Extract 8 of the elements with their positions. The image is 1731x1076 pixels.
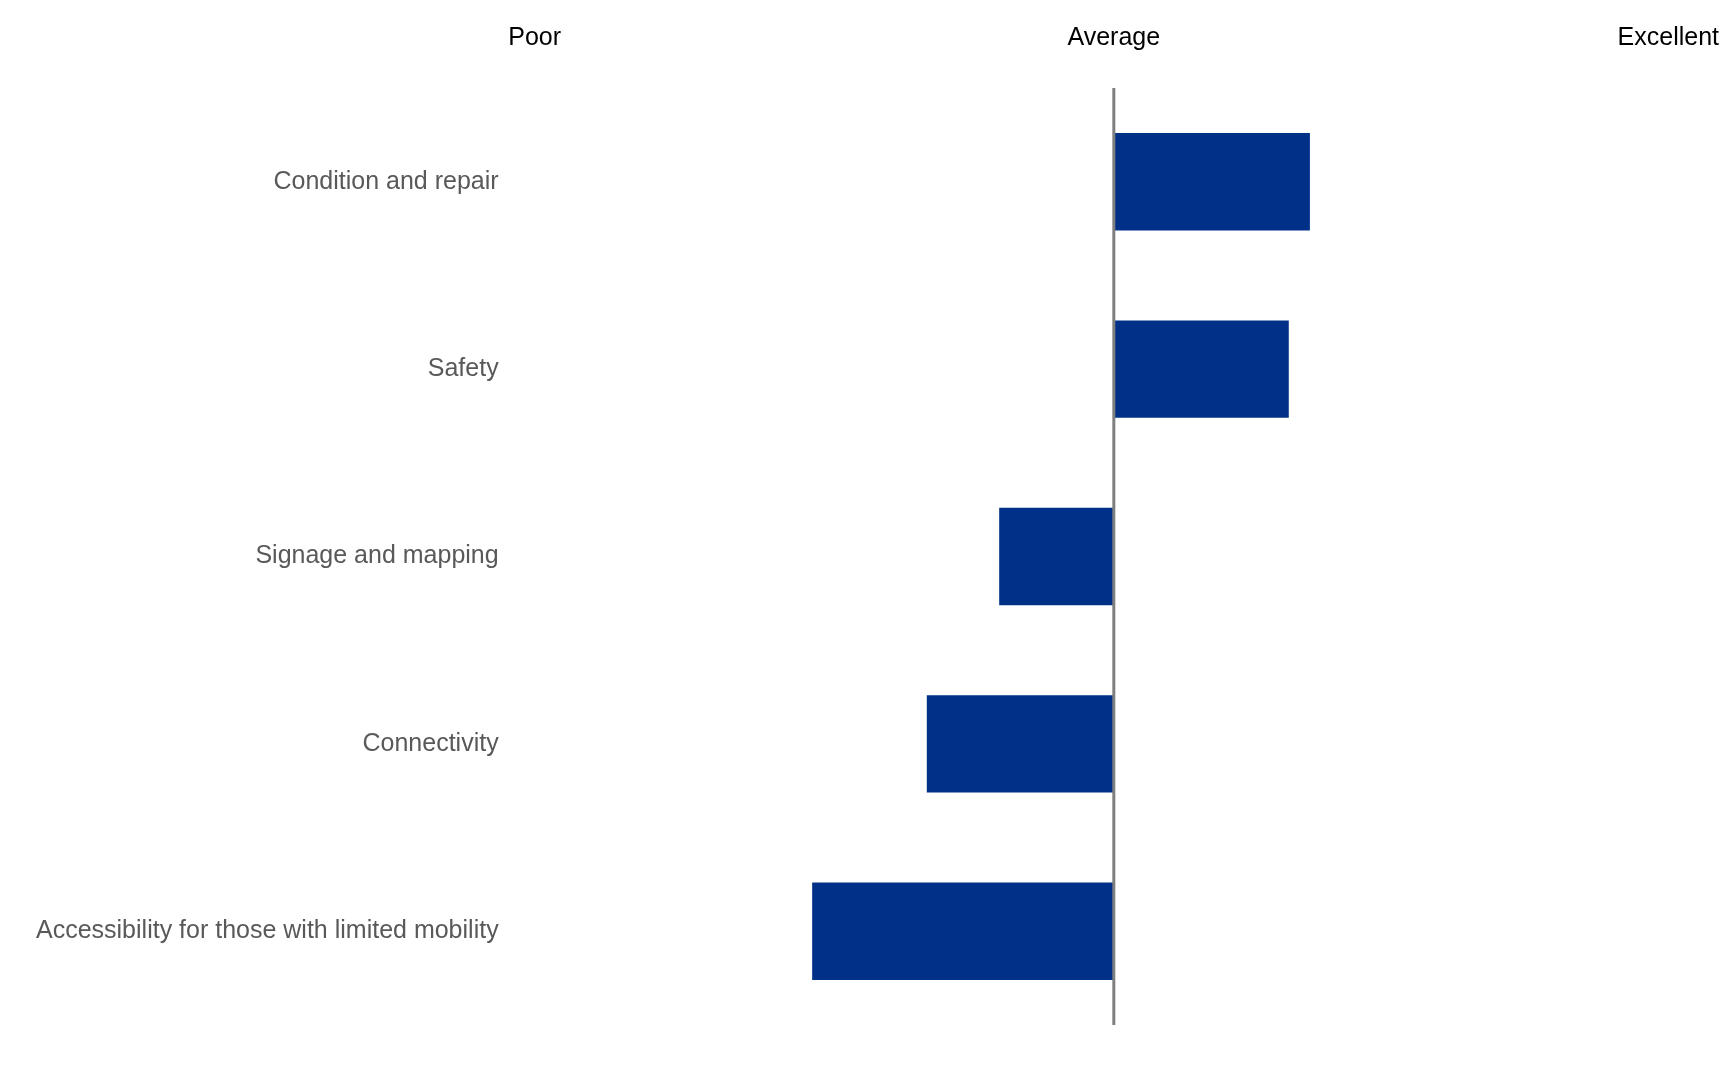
text: Average	[1067, 21, 1161, 50]
y-tick-label: Signage and mapping	[255, 540, 499, 569]
y-tick-label: Accessibility for those with limited mobility	[35, 915, 500, 944]
text: Excellent	[1617, 21, 1720, 50]
y-tick-label: Condition and repair	[273, 165, 499, 194]
y-tick-label: Safety	[427, 352, 500, 381]
y-tick-label: Connectivity	[362, 727, 500, 756]
text: Poor	[508, 21, 562, 50]
